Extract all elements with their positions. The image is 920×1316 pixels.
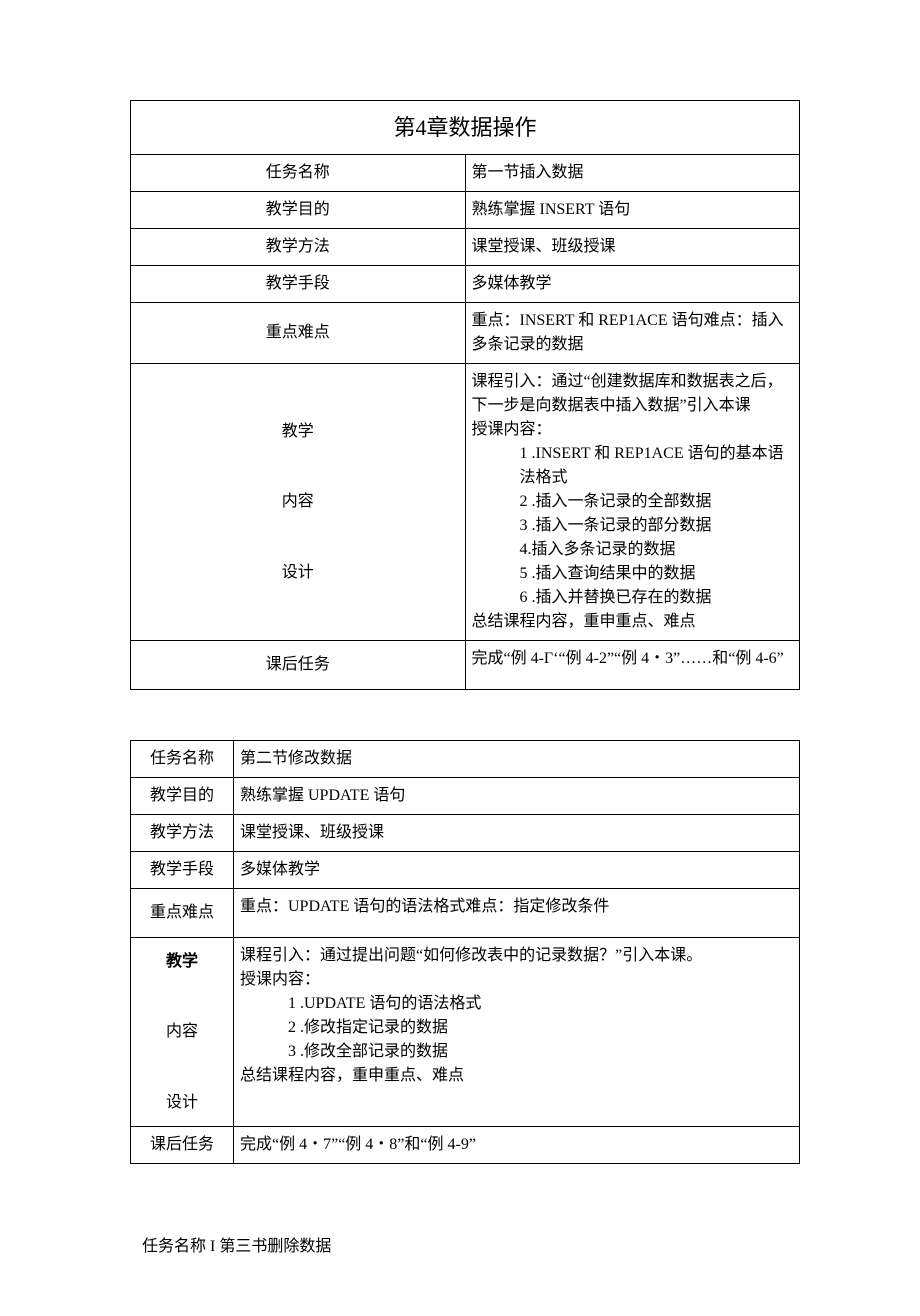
task-name-label: 任务名称: [131, 155, 466, 192]
task-name-label: 任务名称: [131, 741, 234, 778]
key-label: 重点难点: [131, 889, 234, 938]
means-label: 教学手段: [131, 266, 466, 303]
content-label-2: 内容: [137, 484, 459, 519]
after-label: 课后任务: [131, 641, 466, 690]
goal-value: 熟练掌握 INSERT 语句: [465, 192, 800, 229]
content-item: 2 .插入一条记录的全部数据: [520, 490, 794, 514]
content-body: 课程引入：通过提出问题“如何修改表中的记录数据？”引入本课。 授课内容： 1 .…: [234, 938, 800, 1127]
means-label: 教学手段: [131, 852, 234, 889]
table-gap: [130, 690, 800, 740]
content-summary: 总结课程内容，重申重点、难点: [240, 1064, 793, 1088]
goal-label: 教学目的: [131, 778, 234, 815]
content-item: 5 .插入查询结果中的数据: [520, 562, 794, 586]
content-item: 2 .修改指定记录的数据: [288, 1016, 793, 1040]
content-label-2: 内容: [137, 1014, 227, 1049]
key-value: 重点：INSERT 和 REP1ACE 语句难点：插入多条记录的数据: [465, 303, 800, 364]
content-body: 课程引入：通过“创建数据库和数据表之后，下一步是向数据表中插入数据”引入本课 授…: [465, 364, 800, 641]
method-label: 教学方法: [131, 815, 234, 852]
content-item: 6 .插入并替换已存在的数据: [520, 586, 794, 610]
task-name-value: 第二节修改数据: [234, 741, 800, 778]
content-label-1: 教学: [137, 414, 459, 449]
content-label-1: 教学: [137, 944, 227, 979]
content-design-label: 教学 内容 设计: [131, 938, 234, 1127]
lecture-label: 授课内容：: [472, 418, 794, 442]
content-label-3: 设计: [137, 1085, 227, 1120]
lesson-table-1: 第4章数据操作 任务名称 第一节插入数据 教学目的 熟练掌握 INSERT 语句…: [130, 100, 800, 690]
means-value: 多媒体教学: [234, 852, 800, 889]
chapter-title: 第4章数据操作: [131, 101, 800, 155]
means-value: 多媒体教学: [465, 266, 800, 303]
content-item: 1 .INSERT 和 REP1ACE 语句的基本语法格式: [520, 442, 794, 490]
after-label: 课后任务: [131, 1126, 234, 1163]
content-intro: 课程引入：通过提出问题“如何修改表中的记录数据？”引入本课。: [240, 944, 793, 968]
document-page: 第4章数据操作 任务名称 第一节插入数据 教学目的 熟练掌握 INSERT 语句…: [0, 0, 920, 1316]
after-value: 完成“例 4-Γ‘“例 4-2”“例 4・3”……和“例 4-6”: [465, 641, 800, 690]
after-value: 完成“例 4・7”“例 4・8”和“例 4-9”: [234, 1126, 800, 1163]
content-intro: 课程引入：通过“创建数据库和数据表之后，下一步是向数据表中插入数据”引入本课: [472, 370, 794, 418]
method-value: 课堂授课、班级授课: [465, 229, 800, 266]
content-label-3: 设计: [137, 555, 459, 590]
key-label: 重点难点: [131, 303, 466, 364]
lesson-table-2: 任务名称 第二节修改数据 教学目的 熟练掌握 UPDATE 语句 教学方法 课堂…: [130, 740, 800, 1164]
method-value: 课堂授课、班级授课: [234, 815, 800, 852]
loose-footer-text: 任务名称 I 第三书删除数据: [130, 1232, 800, 1256]
method-label: 教学方法: [131, 229, 466, 266]
key-value: 重点：UPDATE 语句的语法格式难点：指定修改条件: [234, 889, 800, 938]
content-item: 3 .修改全部记录的数据: [288, 1040, 793, 1064]
content-item: 3 .插入一条记录的部分数据: [520, 514, 794, 538]
goal-label: 教学目的: [131, 192, 466, 229]
task-name-value: 第一节插入数据: [465, 155, 800, 192]
goal-value: 熟练掌握 UPDATE 语句: [234, 778, 800, 815]
content-item: 4.插入多条记录的数据: [520, 538, 794, 562]
content-design-label: 教学 内容 设计: [131, 364, 466, 641]
content-summary: 总结课程内容，重申重点、难点: [472, 610, 794, 634]
lecture-label: 授课内容：: [240, 968, 793, 992]
content-item: 1 .UPDATE 语句的语法格式: [288, 992, 793, 1016]
